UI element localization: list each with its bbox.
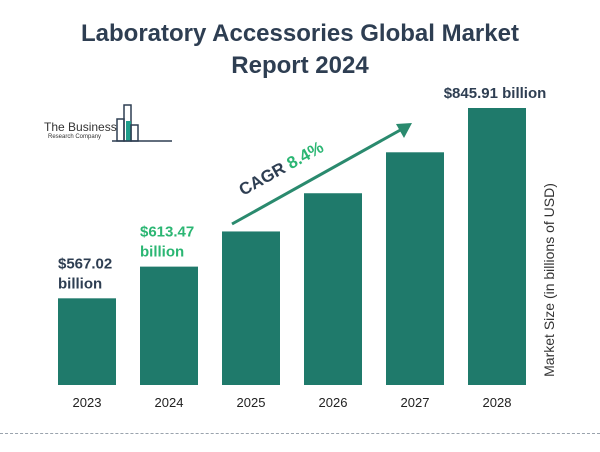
logo-name: The Business	[44, 120, 117, 134]
bar-2027	[386, 152, 444, 385]
footer-divider	[0, 433, 600, 434]
x-tick-label: 2028	[483, 395, 512, 410]
bar-2023	[58, 298, 116, 385]
data-label: billion	[140, 244, 184, 261]
y-axis-label: Market Size (in billions of USD)	[541, 183, 557, 377]
data-label: $567.02	[58, 255, 112, 272]
x-tick-label: 2026	[319, 395, 348, 410]
x-tick-label: 2025	[237, 395, 266, 410]
bar-2026	[304, 193, 362, 385]
cagr-arrowhead	[396, 123, 412, 138]
bar-2028	[468, 108, 526, 385]
chart-title-line-2: Report 2024	[231, 52, 369, 79]
x-tick-label: 2023	[73, 395, 102, 410]
chart-title: Laboratory Accessories Global Market Rep…	[0, 18, 600, 82]
data-label: $845.91 billion	[444, 85, 547, 102]
cagr-value: 8.4%	[284, 138, 327, 173]
data-label: billion	[58, 275, 102, 292]
chart-title-line-1: Laboratory Accessories Global Market	[81, 20, 519, 47]
logo-subtitle: Research Company	[48, 134, 102, 140]
logo-bars-icon	[112, 104, 172, 142]
bar-2024	[140, 266, 198, 385]
company-logo: The Business Research Company	[44, 103, 174, 148]
data-label: $613.47	[140, 224, 194, 241]
cagr-annotation: CAGR 8.4%	[236, 138, 327, 200]
cagr-prefix: CAGR	[236, 156, 293, 199]
cagr-arrow	[231, 126, 405, 226]
bar-2025	[222, 231, 280, 385]
x-tick-label: 2027	[401, 395, 430, 410]
x-tick-label: 2024	[155, 395, 184, 410]
